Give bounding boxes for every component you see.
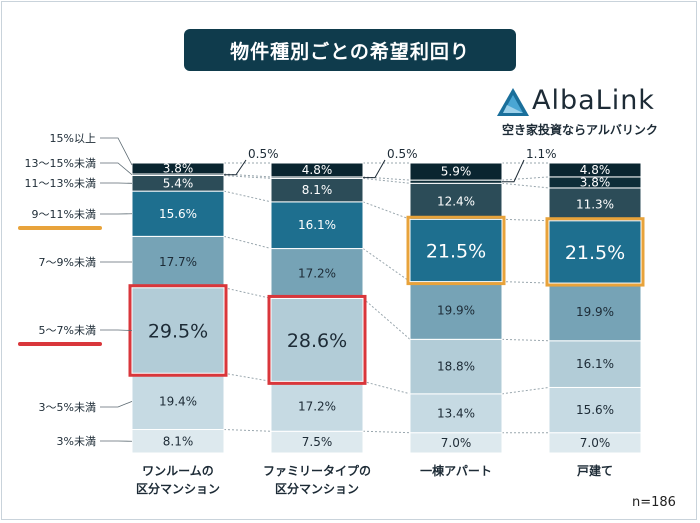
bar-segment [548,340,642,388]
data-label: 16.1% [298,218,336,232]
x-tick-label: ワンルームの [142,464,214,478]
bar-segment [270,201,364,250]
outside-data-label: 1.1% [526,147,557,161]
bar-segment [409,162,503,181]
albalink-logo-icon [497,88,529,116]
bar-segment [270,248,364,299]
bar-segment [548,386,642,434]
bar-segment [409,338,503,395]
connector-line [501,338,550,342]
data-label: 8.1% [163,434,194,448]
legend-label: 7～9%未満 [39,256,96,269]
brand-subtitle: 空き家投資ならアルバリンク [502,123,658,137]
data-label: 18.8% [437,360,475,374]
bar-segment [131,190,225,237]
data-label: 12.4% [437,194,475,208]
legend-label: 5～7%未満 [39,324,96,337]
x-tick-label: ファミリータイプの [263,463,371,478]
bar-segment [409,281,503,340]
data-label: 19.9% [576,305,614,319]
bar-segment [548,220,642,284]
data-label: 3.8% [163,162,194,176]
data-label: 7.0% [580,436,611,450]
x-tick-label: 区分マンション [275,481,359,496]
data-label: 13.4% [437,406,475,420]
bar-segment [131,235,225,289]
sample-size-note: n=186 [632,495,676,510]
data-label: 28.6% [287,330,347,352]
highlight-box [406,215,506,286]
connector-line [223,372,272,382]
highlight-box [545,217,645,287]
chart-title: 物件種別ごとの希望利回り [184,29,516,71]
connector-line [223,429,272,432]
highlight-box [267,294,367,385]
connector-line [362,430,411,434]
legend-label: 3～5%未満 [39,401,96,414]
connector-line [223,287,272,299]
legend-label: 11～13%未満 [25,177,96,190]
x-tick-label: 一棟アパート [420,463,492,478]
brand-name: AlbaLink [532,85,655,116]
data-label: 29.5% [148,320,208,342]
legend-pointer-line [100,401,133,408]
connector-line [501,386,550,395]
bar-segment [409,218,503,283]
data-label: 7.0% [441,436,472,450]
legend-label: 15%以上 [50,132,96,145]
data-label: 17.2% [298,266,336,280]
data-label: 15.6% [159,207,197,221]
connector-line [362,248,411,283]
data-label: 4.8% [302,163,333,177]
data-label: 19.9% [437,303,475,317]
bar-segment [270,162,364,178]
leader-line [224,159,247,176]
outside-data-label: 0.5% [387,147,418,161]
data-label: 4.8% [580,163,611,177]
legend-label: 9～11%未満 [32,208,96,221]
bar-segment [409,182,503,220]
bar-segment [548,162,642,178]
legend-label: 13～15%未満 [25,157,96,170]
connector-line [501,176,550,181]
bar-segment [409,393,503,434]
data-label: 17.7% [159,255,197,269]
legend-pointer-line [100,137,133,166]
connector-line [223,235,272,250]
legend-pointer-line [100,162,133,176]
legend-label: 3%未満 [57,435,96,448]
bar-segment [548,282,642,342]
data-label: 11.3% [576,197,614,211]
connector-line [501,218,550,222]
connector-line [501,281,550,284]
connector-line [223,190,272,203]
data-label: 5.4% [163,176,194,190]
data-label: 15.6% [576,403,614,417]
connector-line [362,380,411,395]
data-label: 8.1% [302,183,333,197]
connector-line [362,298,411,340]
data-label: 19.4% [159,394,197,408]
data-label: 7.5% [302,435,333,449]
data-label: 3.8% [580,175,611,189]
x-tick-label: 区分マンション [136,481,220,496]
leader-line [363,159,386,179]
connector-line [362,201,411,220]
bar-segment [270,297,364,382]
x-tick-label: 戸建て [577,463,613,478]
leader-line [502,159,525,183]
brand-logo-block: AlbaLink 空き家投資ならアルバリンク [496,85,682,137]
data-label: 21.5% [426,240,486,262]
data-label: 17.2% [298,399,336,413]
data-label: 21.5% [565,242,625,264]
connector-line [501,182,550,189]
outside-data-label: 0.5% [248,147,279,161]
bar-segment [131,162,225,175]
data-label: 16.1% [576,357,614,371]
bar-segment [131,287,225,374]
connector-line [362,177,411,184]
bar-segment [548,187,642,222]
data-label: 5.9% [441,165,472,179]
